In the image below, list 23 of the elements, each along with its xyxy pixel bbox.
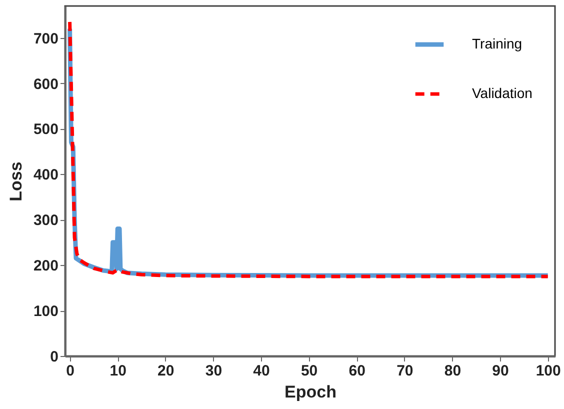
- y-tick-label: 300: [33, 212, 58, 230]
- y-tick-label: 600: [33, 76, 58, 93]
- x-tick-label: 90: [492, 362, 509, 380]
- x-tick-label: 80: [444, 362, 462, 380]
- y-tick-label: 100: [33, 303, 58, 320]
- x-axis-title: Epoch: [284, 382, 336, 402]
- x-tick-label: 30: [205, 362, 222, 380]
- y-tick-label: 0: [50, 348, 58, 366]
- x-tick-label: 60: [348, 362, 366, 380]
- x-tick-label: 50: [300, 362, 318, 380]
- x-tick-label: 100: [536, 362, 561, 380]
- legend-label: Training: [472, 36, 522, 52]
- x-tick-label: 10: [110, 362, 126, 380]
- y-tick-label: 700: [33, 30, 58, 48]
- y-axis-title: Loss: [6, 162, 26, 202]
- x-tick-label: 40: [253, 362, 270, 380]
- legend-label: Validation: [472, 85, 532, 101]
- y-tick-label: 200: [33, 258, 58, 275]
- y-tick-label: 500: [33, 121, 58, 138]
- x-tick-label: 70: [396, 362, 414, 380]
- y-tick-label: 400: [33, 166, 58, 184]
- x-tick-label: 20: [158, 362, 174, 380]
- x-tick-label: 0: [66, 362, 74, 380]
